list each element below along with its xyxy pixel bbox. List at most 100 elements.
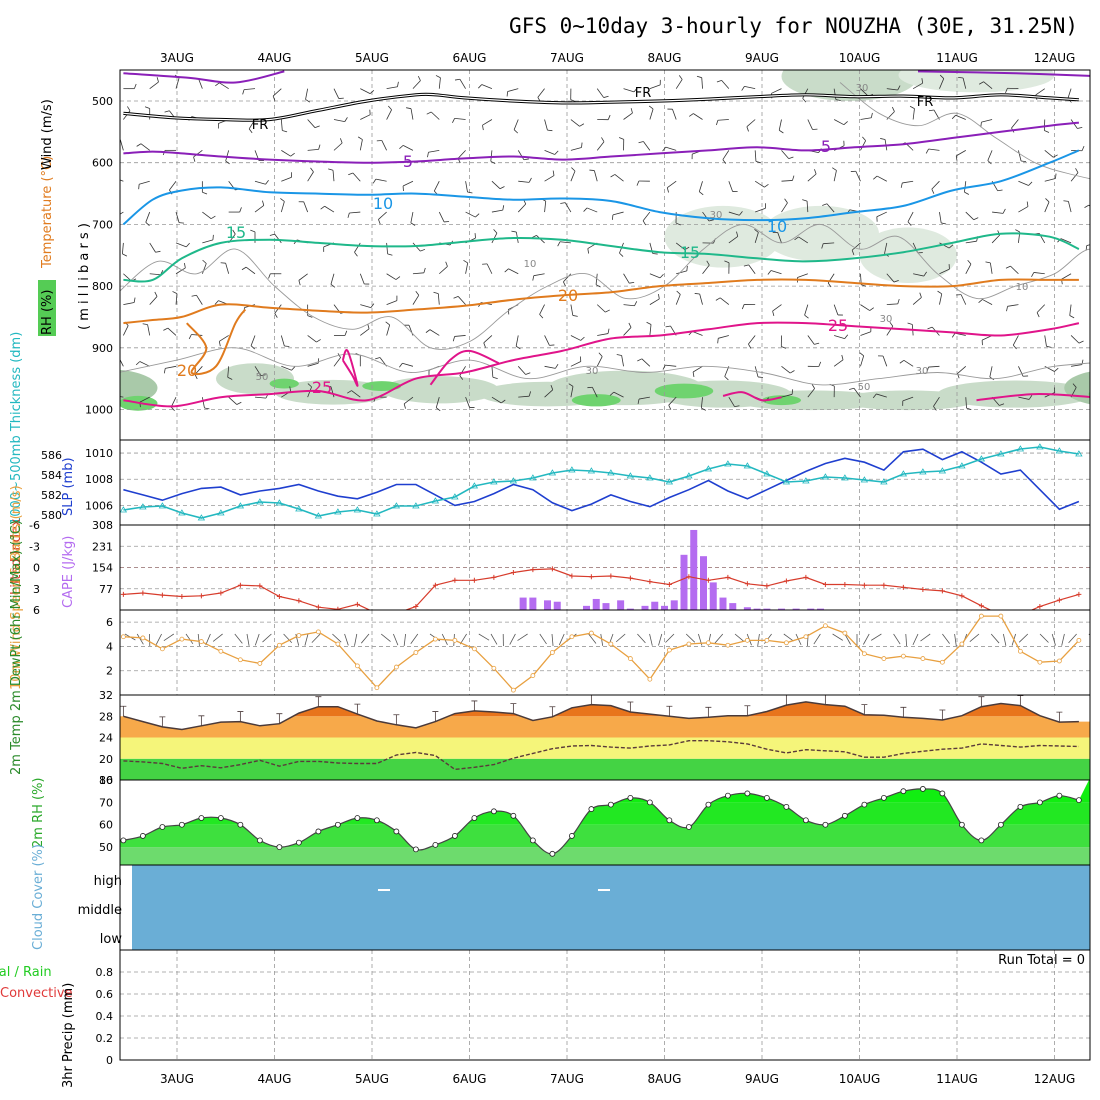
wind10m-barb	[863, 633, 870, 645]
wind10m-barb	[558, 633, 565, 646]
wind10m-marker	[530, 673, 536, 678]
wind-barb	[860, 140, 866, 151]
cape-bar	[763, 608, 771, 610]
wind-barb	[851, 242, 861, 251]
wind-barb-flag	[307, 383, 312, 388]
wind-barb-flag	[637, 358, 643, 362]
wind-barb-flag	[1075, 168, 1079, 173]
wind-barb	[544, 389, 554, 398]
wind-barb	[307, 119, 316, 128]
rh2m-fill	[120, 780, 1090, 865]
cape-li-tick-labels: -6 -3 0 3 6 77 154 231 308	[29, 519, 113, 617]
wind-barb-flag	[987, 160, 992, 165]
rh2m-marker	[295, 839, 302, 846]
wind-barb-flag	[557, 241, 561, 247]
wind-barb-flag	[755, 160, 761, 164]
lifted-index-marker	[744, 581, 750, 587]
wind-barb-flag	[385, 321, 390, 326]
wind-barb-flag	[1005, 88, 1008, 94]
wind-barb-flag	[563, 281, 566, 287]
li-tick: 6	[33, 604, 40, 617]
wind-barb-flag	[435, 75, 441, 79]
date-tick-bottom: 11AUG	[936, 1072, 978, 1086]
isotherm-label: FR	[252, 118, 269, 133]
wind-barb-flag	[242, 89, 245, 95]
rh2m-marker	[432, 841, 439, 848]
wind-barb	[1035, 88, 1045, 96]
wind10m-barb	[665, 633, 675, 643]
thickness-tick: 584	[41, 469, 62, 482]
wind-barb-flag	[609, 391, 615, 396]
wind-barb-flag	[784, 198, 788, 204]
thickness-marker	[782, 478, 791, 485]
wind-barb	[219, 335, 229, 342]
wind-barb-flag	[764, 183, 769, 188]
thickness-marker	[704, 465, 713, 472]
wind-barb	[983, 81, 993, 89]
wind-barb-flag	[928, 109, 935, 112]
wind-barb	[559, 241, 571, 244]
wind-barb	[375, 178, 387, 182]
wind-barb	[1071, 364, 1083, 367]
wind-barb-flag	[788, 156, 794, 160]
wind-barb	[517, 366, 526, 375]
wind-barb-flag	[741, 304, 745, 310]
cloud-gap-2	[598, 889, 610, 891]
wind-barb-flag	[274, 313, 278, 318]
wind-barb-flag	[997, 189, 1003, 192]
lifted-index-marker	[803, 574, 809, 580]
top-date-axis: 3AUG 4AUG 5AUG 6AUG 7AUG 8AUG 9AUG 10AUG 11AUG 12…	[160, 51, 1075, 65]
wind-barb	[912, 108, 915, 120]
wind-barb-flag	[1028, 395, 1033, 400]
temp2m-max-bar	[549, 706, 556, 717]
temp2m-max-bar	[666, 705, 673, 717]
wind-barb	[254, 205, 265, 213]
wind10m-barb	[551, 633, 554, 646]
wind10m-marker	[393, 664, 399, 670]
wind-barb	[675, 79, 683, 89]
wind10m-barb	[354, 633, 358, 646]
wind10m-barb	[734, 633, 745, 643]
thickness-marker	[1036, 443, 1044, 450]
wind-barb-flag	[110, 177, 113, 181]
thickness-marker	[587, 467, 596, 474]
wind-barb	[860, 117, 872, 120]
wind-barb-flag	[891, 106, 895, 112]
wind-barb-flag	[369, 90, 375, 94]
wind10m-barb	[205, 633, 211, 646]
wind-barb-flag	[851, 249, 855, 255]
wind10m-marker	[120, 634, 126, 640]
wind-barb	[884, 242, 888, 254]
cape-tick: 77	[99, 583, 113, 596]
wind-barb	[672, 109, 677, 120]
wind-barb	[120, 396, 124, 398]
cape-bar	[807, 608, 815, 610]
wind-barb	[170, 396, 177, 408]
thickness-marker	[509, 477, 518, 484]
rh2m-marker	[958, 821, 965, 828]
wind-barb-flag	[483, 342, 486, 348]
wind-barb-flag	[708, 219, 714, 222]
wind-barb	[1044, 178, 1056, 182]
thickness-marker	[802, 477, 810, 484]
slp-label: SLP (mb)	[61, 457, 76, 516]
lifted-index-marker	[588, 574, 594, 580]
wind-barb	[833, 119, 845, 126]
rh2m-marker	[510, 812, 517, 819]
wind-barb-flag	[652, 253, 658, 255]
wind-barb	[1044, 201, 1050, 213]
wind10m-barb	[1068, 633, 1077, 644]
wind-barb-flag	[202, 259, 207, 264]
wind-barb-flag	[841, 354, 844, 360]
thickness-marker	[275, 499, 284, 506]
lifted-index-marker	[842, 582, 848, 587]
temp2m-max-bar	[432, 711, 439, 722]
wind-barb	[649, 273, 661, 279]
wind-barb-flag	[668, 405, 672, 410]
wind-barb-flag	[163, 327, 169, 331]
wind-barb	[438, 77, 441, 89]
wind-barb	[913, 273, 924, 277]
wind10m-marker	[588, 630, 594, 636]
wind-barb	[175, 242, 187, 248]
wind-barb-flag	[467, 191, 473, 194]
